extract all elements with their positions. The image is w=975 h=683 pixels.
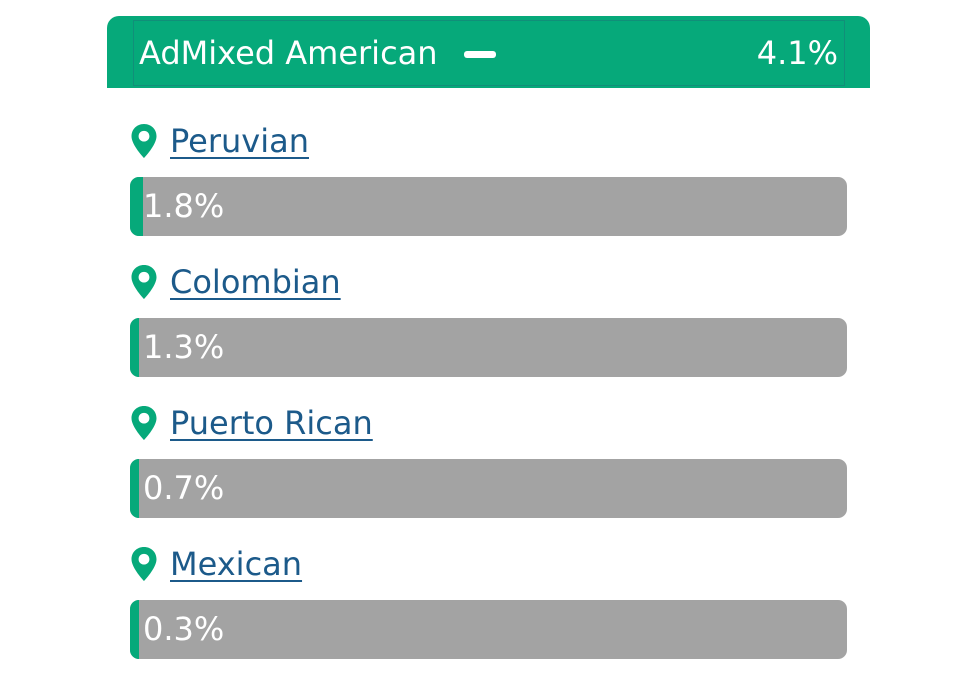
ancestry-group-header: AdMixed American 4.1%: [107, 16, 870, 88]
population-item-puerto-rican: Puerto Rican 0.7%: [130, 400, 847, 518]
percentage-bar: 1.3%: [130, 318, 847, 377]
population-title: Puerto Rican: [130, 400, 847, 446]
percentage-value: 0.3%: [143, 610, 225, 648]
percentage-value: 0.7%: [143, 469, 225, 507]
population-title: Mexican: [130, 541, 847, 587]
group-percent: 4.1%: [756, 34, 838, 72]
percentage-bar-fill: [130, 318, 140, 377]
minus-icon[interactable]: [463, 50, 496, 58]
population-item-peruvian: Peruvian 1.8%: [130, 118, 847, 236]
population-title: Colombian: [130, 259, 847, 305]
percentage-value: 1.3%: [143, 328, 225, 366]
map-pin-icon: [131, 124, 157, 158]
map-pin-icon: [131, 265, 157, 299]
map-pin-icon: [131, 406, 157, 440]
population-item-mexican: Mexican 0.3%: [130, 541, 847, 659]
percentage-bar-fill: [130, 600, 139, 659]
percentage-value: 1.8%: [143, 187, 225, 225]
group-title-wrap: AdMixed American: [139, 34, 496, 72]
population-title: Peruvian: [130, 118, 847, 164]
population-link[interactable]: Mexican: [170, 545, 303, 583]
percentage-bar: 0.3%: [130, 600, 847, 659]
population-item-colombian: Colombian 1.3%: [130, 259, 847, 377]
map-pin-icon: [131, 547, 157, 581]
population-link[interactable]: Peruvian: [170, 122, 309, 160]
group-name: AdMixed American: [139, 34, 438, 72]
percentage-bar: 1.8%: [130, 177, 847, 236]
percentage-bar-fill: [130, 177, 143, 236]
percentage-bar: 0.7%: [130, 459, 847, 518]
percentage-bar-fill: [130, 459, 139, 518]
population-link[interactable]: Puerto Rican: [170, 404, 373, 442]
ancestry-group-toggle[interactable]: AdMixed American 4.1%: [133, 20, 845, 86]
population-link[interactable]: Colombian: [170, 263, 341, 301]
